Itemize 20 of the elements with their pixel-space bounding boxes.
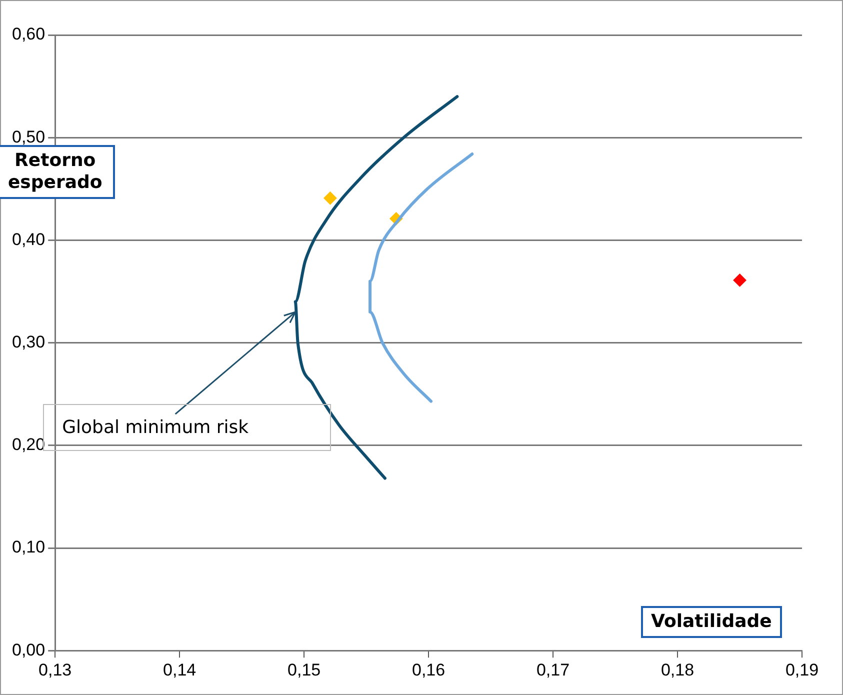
line-series	[368, 152, 474, 403]
point	[733, 274, 746, 287]
x-tick-label: 0,13	[38, 660, 72, 680]
y-tick-label: 0,50	[12, 127, 46, 146]
y-tick-label: 0,30	[12, 332, 46, 352]
x-tick-label: 0,15	[288, 660, 321, 680]
y-axis-title: Retorno esperado	[0, 145, 116, 199]
y-tick-label: 0,00	[12, 640, 46, 660]
line-series	[294, 95, 459, 480]
y-tick-label: 0,40	[12, 230, 46, 249]
x-tick-label: 0,17	[536, 660, 570, 680]
annotation: Global minimum risk	[62, 417, 249, 438]
x-tick-label: 0,18	[660, 660, 694, 680]
y-tick-label: 0,60	[12, 24, 46, 44]
y-tick-label: 0,10	[12, 538, 46, 557]
x-tick-label: 0,14	[163, 660, 196, 680]
x-axis-title: Volatilidade	[641, 606, 782, 638]
x-tick-label: 0,16	[412, 660, 446, 680]
x-tick-label: 0,19	[785, 660, 819, 680]
point	[324, 192, 337, 205]
